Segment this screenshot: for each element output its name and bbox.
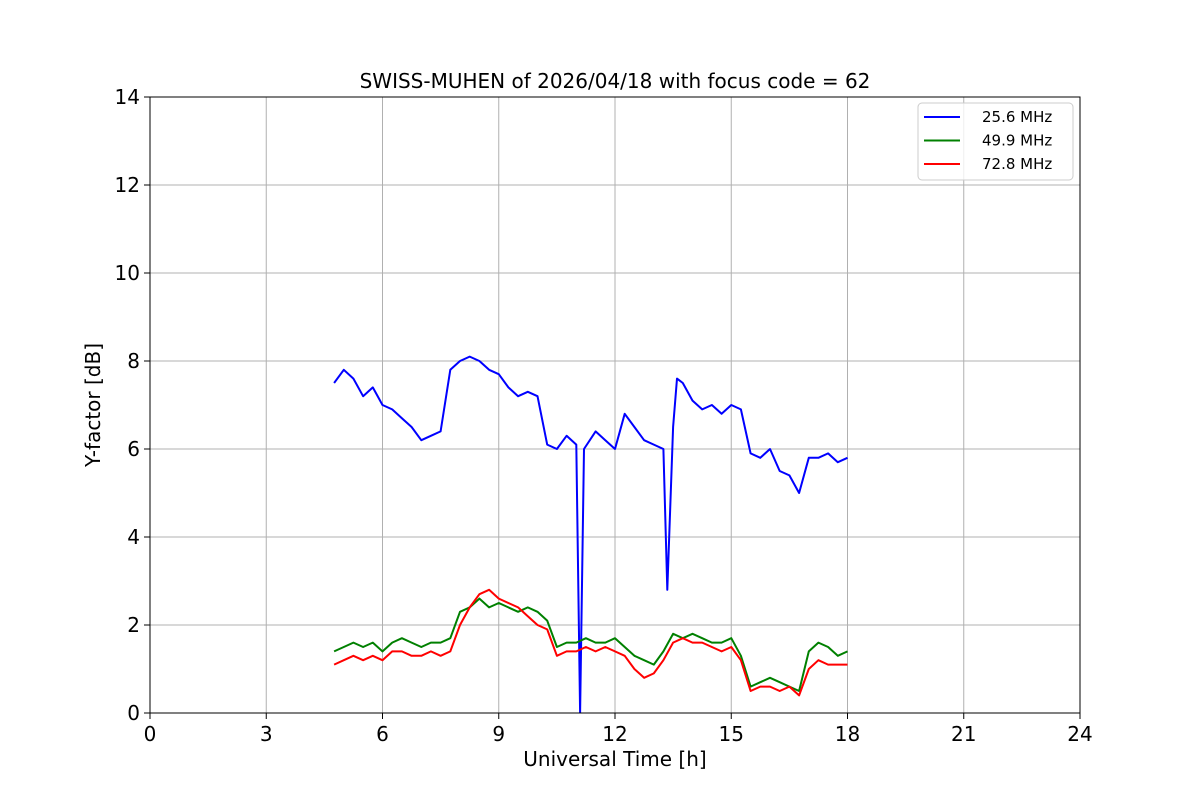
legend-label: 72.8 MHz xyxy=(982,155,1052,173)
plot-series xyxy=(333,355,848,713)
x-axis-label: Universal Time [h] xyxy=(523,747,706,771)
legend: 25.6 MHz 49.9 MHz 72.8 MHz xyxy=(917,102,1074,181)
x-tick-label: 6 xyxy=(376,722,389,746)
x-tick-label: 3 xyxy=(260,722,273,746)
legend-entries: 25.6 MHz 49.9 MHz 72.8 MHz xyxy=(924,108,1052,173)
y-tick-label: 10 xyxy=(115,261,140,285)
legend-label: 25.6 MHz xyxy=(982,108,1052,126)
y-tick-label: 6 xyxy=(127,437,140,461)
series-line-72-8-mhz xyxy=(333,588,848,697)
y-tick-label: 8 xyxy=(127,349,140,373)
y-tick-label: 12 xyxy=(115,173,140,197)
x-tick-label: 21 xyxy=(951,722,976,746)
series-line-25-6-mhz xyxy=(333,355,848,713)
y-axis-ticks: 0 2 4 6 8 10 12 14 xyxy=(115,85,150,725)
chart-title: SWISS-MUHEN of 2026/04/18 with focus cod… xyxy=(360,69,871,93)
y-tick-label: 14 xyxy=(115,85,140,109)
y-tick-label: 0 xyxy=(127,701,140,725)
y-tick-label: 4 xyxy=(127,525,140,549)
series-line-49-9-mhz xyxy=(333,597,848,692)
y-tick-label: 2 xyxy=(127,613,140,637)
x-tick-label: 15 xyxy=(719,722,744,746)
legend-label: 49.9 MHz xyxy=(982,132,1052,150)
x-tick-label: 9 xyxy=(492,722,505,746)
legend-box xyxy=(917,102,1074,181)
x-axis-ticks: 0 3 6 9 12 15 18 21 24 xyxy=(144,713,1093,746)
x-tick-label: 12 xyxy=(602,722,627,746)
x-tick-label: 18 xyxy=(835,722,860,746)
x-tick-label: 0 xyxy=(144,722,157,746)
y-axis-label: Y-factor [dB] xyxy=(81,343,105,468)
x-tick-label: 24 xyxy=(1067,722,1092,746)
